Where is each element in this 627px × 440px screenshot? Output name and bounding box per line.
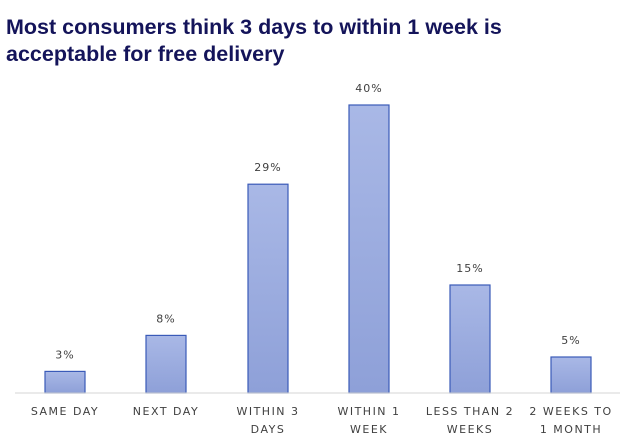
labels-layer: 3% SAME DAY 8% NEXT DAY 29% WITHIN 3 DAYS 40% WI… bbox=[31, 82, 612, 436]
data-label: 3% bbox=[55, 348, 74, 361]
x-tick-label: WITHIN 3 bbox=[236, 405, 299, 418]
data-label: 40% bbox=[355, 82, 382, 95]
x-tick-label: DAYS bbox=[251, 423, 286, 436]
x-tick-label: WITHIN 1 bbox=[337, 405, 400, 418]
x-tick-label: NEXT DAY bbox=[133, 405, 199, 418]
data-label: 15% bbox=[456, 262, 483, 275]
x-tick-label: 2 WEEKS TO bbox=[529, 405, 612, 418]
bar-1 bbox=[44, 370, 86, 394]
bars-layer bbox=[44, 104, 592, 394]
x-tick-label: LESS THAN 2 bbox=[426, 405, 514, 418]
x-tick-label: SAME DAY bbox=[31, 405, 99, 418]
x-tick-label: WEEK bbox=[350, 423, 388, 436]
bar-5 bbox=[449, 284, 491, 394]
bar-6 bbox=[550, 356, 592, 394]
chart-title: Most consumers think 3 days to within 1 … bbox=[6, 15, 502, 66]
x-tick-label: 1 MONTH bbox=[540, 423, 602, 436]
bar-4 bbox=[348, 104, 390, 394]
x-tick-label: WEEKS bbox=[447, 423, 493, 436]
data-label: 8% bbox=[156, 312, 175, 325]
data-label: 29% bbox=[254, 161, 281, 174]
bar-3 bbox=[247, 183, 289, 394]
data-label: 5% bbox=[561, 334, 580, 347]
bar-2 bbox=[145, 334, 187, 394]
